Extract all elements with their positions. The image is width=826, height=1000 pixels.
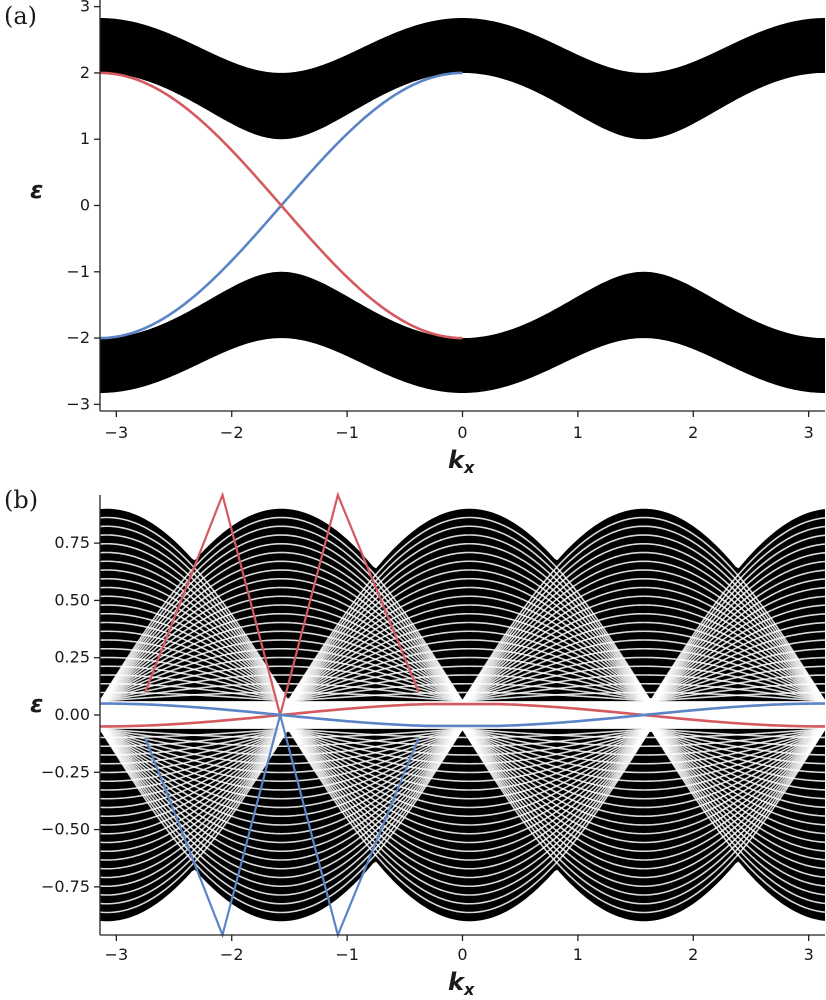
panel-a-xlabel-sub: x bbox=[463, 458, 475, 477]
panel-b-x-tick-label: 1 bbox=[573, 945, 583, 964]
panel-a-x-tick-label: −2 bbox=[220, 423, 244, 442]
bulk-subband-line bbox=[100, 612, 825, 702]
bulk-subband-line bbox=[100, 595, 825, 701]
bulk-subband-line bbox=[100, 647, 825, 702]
bulk-subband-line bbox=[100, 728, 825, 748]
panel-a-x-tick-label: 0 bbox=[457, 423, 467, 442]
bulk-subband-line bbox=[100, 728, 825, 739]
gap-state-red bbox=[100, 702, 825, 728]
panel-a-x-tick-label: 3 bbox=[804, 423, 814, 442]
panel-a-y-tick-label: 0 bbox=[80, 196, 90, 215]
gap-state-blue bbox=[100, 702, 825, 728]
panel-b: (b) −3 −2 −1 0 1 2 3 0.75 0.50 0.25 0.00 −0.25 −0.50… bbox=[4, 486, 825, 999]
panel-b-x-tick-label: 2 bbox=[688, 945, 698, 964]
panel-a-y-tick-label: 3 bbox=[80, 0, 90, 16]
panel-a-y-tick-label: 1 bbox=[80, 129, 90, 148]
gap-strip bbox=[100, 701, 825, 729]
panel-a-x-tick-label: 1 bbox=[573, 423, 583, 442]
panel-a-ylabel: ε bbox=[30, 176, 43, 204]
bulk-subband-line bbox=[100, 728, 825, 791]
panel-b-axes: −3 −2 −1 0 1 2 3 0.75 0.50 0.25 0.00 −0.25 −0.50 −0.7… bbox=[41, 495, 825, 964]
bulk-subband-line bbox=[100, 542, 825, 701]
panel-a-y-tick-label: 2 bbox=[80, 63, 90, 82]
panel-b-xlabel: kx bbox=[448, 968, 475, 999]
panel-b-y-tick-label: 0.50 bbox=[54, 590, 90, 609]
bulk-subband-line bbox=[100, 691, 825, 702]
bulk-subband-line bbox=[100, 728, 825, 800]
bulk-subband-line bbox=[100, 577, 825, 701]
panel-a-y-tick-label: −1 bbox=[66, 262, 90, 281]
bulk-subband-line bbox=[100, 730, 825, 914]
bulk-subband-line bbox=[100, 682, 825, 702]
panel-b-x-tick-label: 0 bbox=[457, 945, 467, 964]
panel-b-label: (b) bbox=[4, 486, 38, 514]
bulk-subband-line bbox=[100, 728, 825, 818]
bulk-subband-line bbox=[100, 604, 825, 701]
panel-b-y-tick-label: 0.25 bbox=[54, 648, 90, 667]
lower-bulk-band bbox=[100, 271, 825, 393]
panel-a-y-tick-label: −3 bbox=[66, 394, 90, 413]
panel-b-y-tick-label: −0.75 bbox=[41, 877, 90, 896]
panel-b-y-tick-label: 0.00 bbox=[54, 705, 90, 724]
panel-b-x-tick-label: −2 bbox=[220, 945, 244, 964]
bulk-subband-line bbox=[100, 656, 825, 702]
bulk-subband-line bbox=[100, 728, 825, 809]
panel-b-xlabel-main: k bbox=[448, 968, 466, 996]
panel-b-x-tick-label: 3 bbox=[804, 945, 814, 964]
panel-b-xlabel-sub: x bbox=[463, 980, 475, 999]
panel-b-ylabel: ε bbox=[30, 690, 43, 718]
bulk-subband-line bbox=[100, 516, 825, 700]
bulk-subband-line bbox=[100, 729, 825, 896]
bulk-subband-line bbox=[100, 621, 825, 702]
bulk-subband-line bbox=[100, 674, 825, 702]
panel-a-x-tick-label: 2 bbox=[688, 423, 698, 442]
bulk-subband-line bbox=[100, 586, 825, 701]
panel-b-y-tick-label: −0.50 bbox=[41, 820, 90, 839]
panel-b-x-tick-label: −1 bbox=[335, 945, 359, 964]
panel-a: (a) −3 −2 −1 0 1 2 3 −3 −2 −1 0 1 2 3 ε kx bbox=[4, 0, 825, 477]
bulk-subband-line bbox=[100, 729, 825, 861]
panel-a-xlabel-main: k bbox=[448, 446, 466, 474]
bulk-subband-line bbox=[100, 729, 825, 844]
upper-bulk-band bbox=[100, 18, 825, 140]
bulk-subband-line bbox=[100, 630, 825, 702]
bulk-subband-line bbox=[100, 728, 825, 774]
bulk-subband-line bbox=[100, 728, 825, 765]
panel-a-x-tick-label: −3 bbox=[105, 423, 129, 442]
panel-a-axes: −3 −2 −1 0 1 2 3 −3 −2 −1 0 1 2 3 bbox=[66, 0, 825, 442]
bulk-subband-line bbox=[100, 534, 825, 701]
panel-b-x-tick-label: −3 bbox=[105, 945, 129, 964]
bulk-subband-line bbox=[100, 639, 825, 702]
bulk-subband-line bbox=[100, 729, 825, 905]
panel-a-label: (a) bbox=[4, 2, 37, 30]
bulk-subband-line bbox=[100, 525, 825, 701]
panel-a-x-tick-label: −1 bbox=[335, 423, 359, 442]
bulk-subband-line bbox=[100, 729, 825, 888]
bulk-subband-line bbox=[100, 729, 825, 870]
bulk-subband-line bbox=[100, 728, 825, 756]
edge-state-red bbox=[100, 71, 463, 340]
bulk-subband-line bbox=[100, 729, 825, 853]
bulk-subband-line bbox=[100, 728, 825, 783]
panel-b-y-tick-label: −0.25 bbox=[41, 762, 90, 781]
bulk-subband-line bbox=[100, 729, 825, 835]
panel-a-xlabel: kx bbox=[448, 446, 475, 477]
bulk-subband-line bbox=[100, 665, 825, 702]
bulk-subband-line bbox=[100, 551, 825, 701]
bulk-subband-line bbox=[100, 729, 825, 879]
panel-a-y-tick-label: −2 bbox=[66, 328, 90, 347]
bulk-subband-line bbox=[100, 560, 825, 701]
bulk-subband-line bbox=[100, 569, 825, 701]
panel-b-y-tick-label: 0.75 bbox=[54, 533, 90, 552]
bulk-subband-line bbox=[100, 729, 825, 826]
